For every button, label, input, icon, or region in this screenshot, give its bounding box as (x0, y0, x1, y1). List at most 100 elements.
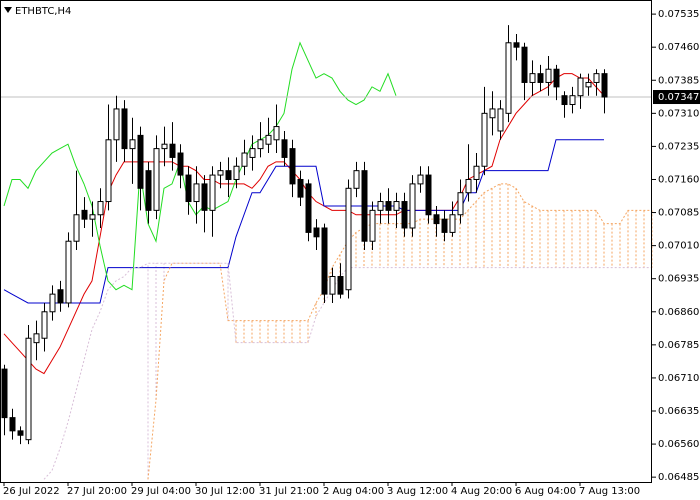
candle-body (105, 139, 112, 203)
indicator-line (3, 41, 397, 291)
y-tick-label: 0.07010 (658, 241, 699, 252)
candle-body (57, 289, 64, 304)
candle-body (345, 187, 352, 291)
x-tick-label: 30 Jul 12:00 (195, 486, 255, 497)
candle-body (417, 174, 424, 185)
candle-body (113, 108, 120, 141)
candle-body (89, 214, 96, 220)
candle-body (489, 108, 496, 119)
candle-body (545, 68, 552, 83)
candle-body (505, 42, 512, 114)
candle-body (1, 368, 8, 419)
candle-body (65, 240, 72, 304)
candle-body (33, 333, 40, 344)
candle-body (145, 170, 152, 211)
candle-body (41, 311, 48, 339)
y-tick-label: 0.07085 (658, 208, 699, 219)
indicator-line (147, 183, 652, 480)
candle-body (401, 201, 408, 229)
candle-body (129, 139, 136, 150)
x-tick-label: 7 Aug 13:00 (579, 486, 640, 497)
candle-body (281, 139, 288, 158)
y-tick-label: 0.07460 (658, 42, 699, 53)
candle-body (601, 73, 608, 98)
candle-body (137, 134, 144, 189)
last-price-label: 0.07347 (658, 92, 699, 103)
candle-body (385, 201, 392, 211)
x-tick-label: 29 Jul 04:00 (131, 486, 191, 497)
indicator-line (3, 139, 604, 304)
y-tick-label: 0.06560 (658, 439, 699, 450)
candle-body (481, 112, 488, 167)
candle-body (233, 165, 240, 180)
plot-frame (0, 0, 652, 483)
candle-body (457, 192, 464, 216)
candle-body (9, 417, 16, 432)
candle-body (409, 183, 416, 229)
candle-body (465, 178, 472, 194)
candle-body (257, 139, 264, 150)
candle-body (177, 152, 184, 176)
candle-body (225, 170, 232, 180)
candle-body (193, 183, 200, 203)
y-tick-label: 0.07385 (658, 75, 699, 86)
candle-body (433, 214, 440, 225)
candle-body (329, 275, 336, 295)
candle-body (521, 46, 528, 83)
candle-body (209, 174, 216, 211)
candle-body (585, 81, 592, 88)
candle-body (441, 218, 448, 233)
candle-body (265, 134, 272, 145)
candle-body (217, 170, 224, 176)
candle-body (297, 178, 304, 198)
candle-body (169, 143, 176, 158)
y-tick-label: 0.06935 (658, 274, 699, 285)
x-tick-label: 26 Jul 2022 (3, 486, 60, 497)
candle-body (321, 227, 328, 295)
candle-body (241, 152, 248, 167)
y-tick-label: 0.07235 (658, 141, 699, 152)
candle-body (553, 68, 560, 88)
candle-body (201, 183, 208, 211)
candle-body (185, 174, 192, 203)
candle-body (449, 214, 456, 233)
candle-body (305, 183, 312, 233)
y-tick-label: 0.06635 (658, 406, 699, 417)
candle-body (473, 165, 480, 180)
x-tick-label: 2 Aug 04:00 (323, 486, 384, 497)
last-price-box (653, 90, 700, 105)
candle-body (377, 201, 384, 211)
y-tick-label: 0.06710 (658, 373, 699, 384)
candle-body (497, 108, 504, 132)
x-tick-label: 31 Jul 21:00 (259, 486, 319, 497)
candle-body (97, 201, 104, 216)
y-tick-label: 0.07535 (658, 9, 699, 20)
candle-body (425, 174, 432, 216)
candle-body (17, 430, 24, 436)
y-tick-label: 0.06785 (658, 340, 699, 351)
candle-body (369, 209, 376, 242)
x-tick-label: 4 Aug 20:00 (451, 486, 512, 497)
x-tick-label: 27 Jul 20:00 (67, 486, 127, 497)
candle-body (81, 209, 88, 220)
candle-body (393, 201, 400, 211)
symbol-menu-arrow (4, 7, 12, 13)
y-tick-label: 0.06860 (658, 307, 699, 318)
candle-body (121, 108, 128, 150)
candle-body (289, 148, 296, 185)
y-tick-label: 0.07310 (658, 108, 699, 119)
candle-body (337, 275, 344, 295)
candle-body (529, 73, 536, 83)
candle-body (513, 42, 520, 48)
candle-body (73, 214, 80, 242)
chart-title: ETHBTC,H4 (15, 6, 71, 17)
candle-body (273, 126, 280, 141)
x-tick-label: 6 Aug 04:00 (515, 486, 576, 497)
candle-body (153, 148, 160, 211)
x-tick-label: 3 Aug 12:00 (387, 486, 448, 497)
candle-body (361, 170, 368, 242)
candle-body (313, 227, 320, 238)
indicator-line (3, 73, 605, 375)
